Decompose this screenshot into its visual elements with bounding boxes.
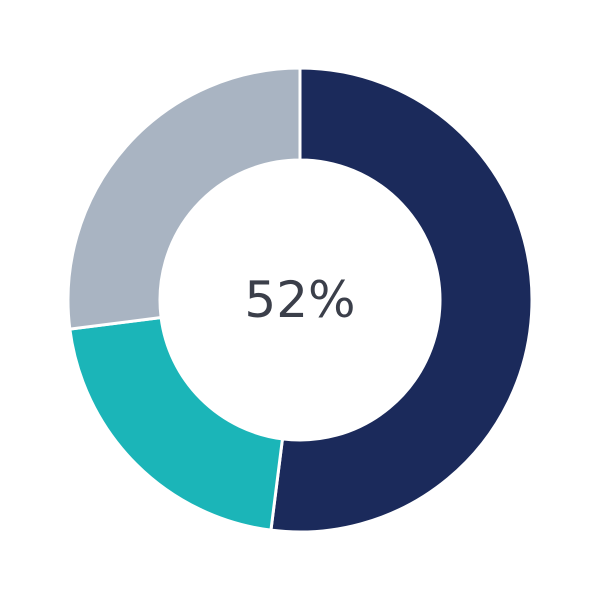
donut-slice-2 <box>68 315 285 532</box>
donut-slices <box>66 66 534 534</box>
center-label: 52% <box>244 271 355 329</box>
donut-slice-3 <box>66 66 302 331</box>
donut-slice-1 <box>269 66 534 534</box>
